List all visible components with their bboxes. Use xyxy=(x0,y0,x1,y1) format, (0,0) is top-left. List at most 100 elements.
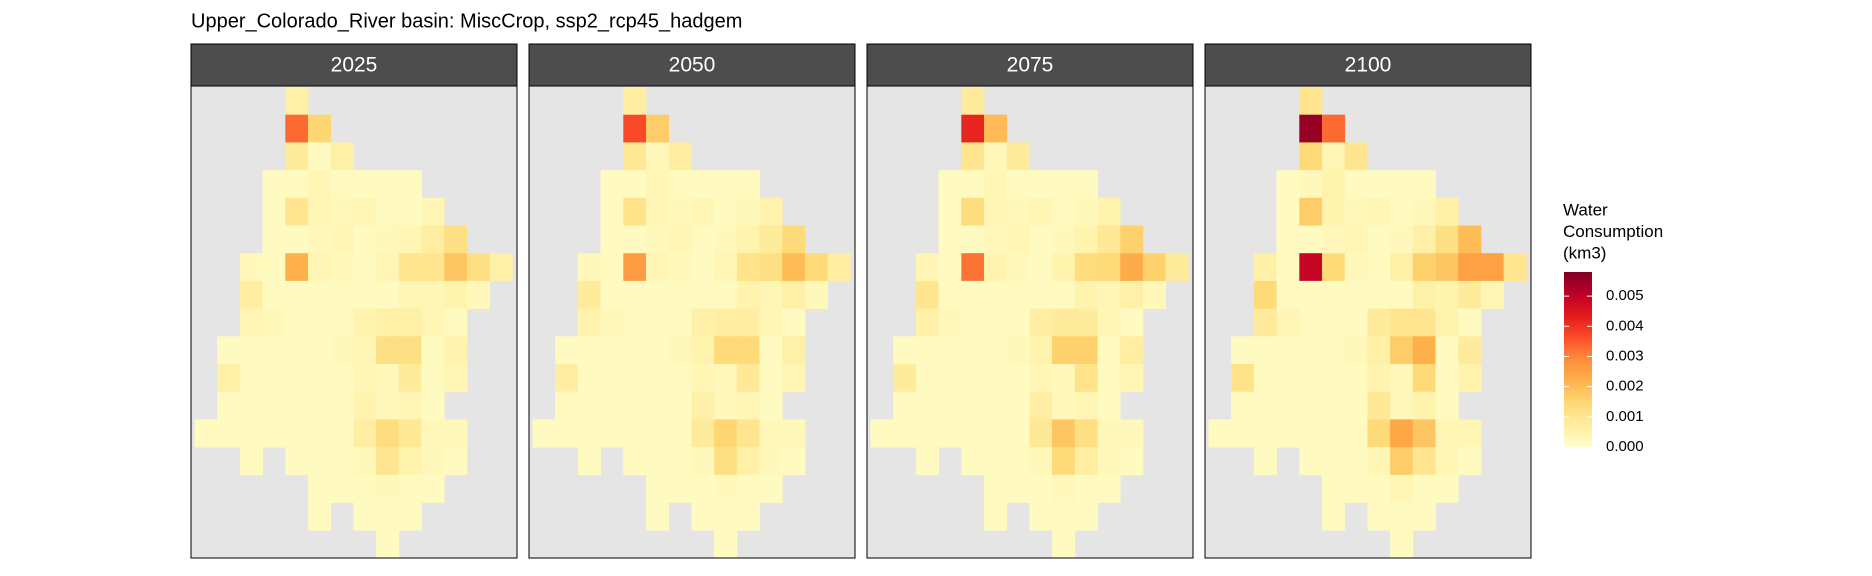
cell xyxy=(646,170,670,199)
cell xyxy=(239,391,263,420)
cell xyxy=(1052,280,1076,309)
cell xyxy=(1503,253,1527,282)
cell xyxy=(1458,336,1482,365)
cell xyxy=(1006,391,1030,420)
cell xyxy=(1390,170,1414,199)
cell xyxy=(421,391,445,420)
cell xyxy=(1344,170,1368,199)
panel-border xyxy=(528,85,856,559)
cell xyxy=(1390,253,1414,282)
cell xyxy=(984,225,1008,254)
cell xyxy=(1412,502,1436,531)
cell xyxy=(1074,474,1098,503)
cell xyxy=(600,225,624,254)
cell xyxy=(353,474,377,503)
cell xyxy=(1344,474,1368,503)
cell xyxy=(1029,419,1053,448)
cell xyxy=(239,364,263,393)
cell xyxy=(1165,253,1189,282)
cell xyxy=(691,447,715,476)
cell xyxy=(1052,253,1076,282)
cell xyxy=(1276,308,1300,337)
cell xyxy=(915,253,939,282)
cell xyxy=(782,419,806,448)
cell xyxy=(398,419,422,448)
cell xyxy=(398,336,422,365)
cell xyxy=(1367,336,1391,365)
cell xyxy=(915,308,939,337)
cell xyxy=(736,336,760,365)
cell xyxy=(1097,419,1121,448)
cell xyxy=(646,114,670,143)
cell xyxy=(1412,474,1436,503)
cell xyxy=(1120,280,1144,309)
cell xyxy=(217,419,241,448)
panel-border xyxy=(866,85,1194,559)
cell xyxy=(1435,474,1459,503)
cell xyxy=(961,280,985,309)
cell xyxy=(623,391,647,420)
cell xyxy=(736,170,760,199)
cell xyxy=(938,253,962,282)
cell xyxy=(398,308,422,337)
cell xyxy=(759,336,783,365)
cell xyxy=(1231,336,1255,365)
cell xyxy=(398,225,422,254)
cell xyxy=(1074,170,1098,199)
cell xyxy=(1299,225,1323,254)
cell xyxy=(398,364,422,393)
cell xyxy=(353,308,377,337)
cell xyxy=(1276,419,1300,448)
cell xyxy=(714,447,738,476)
cell xyxy=(1097,225,1121,254)
cell xyxy=(577,364,601,393)
cell xyxy=(308,170,332,199)
cell xyxy=(421,474,445,503)
cell xyxy=(532,419,556,448)
cell xyxy=(984,253,1008,282)
cell xyxy=(1435,197,1459,226)
cell xyxy=(646,197,670,226)
cell xyxy=(1074,391,1098,420)
cell xyxy=(691,502,715,531)
cell xyxy=(376,253,400,282)
cell xyxy=(1390,447,1414,476)
cell xyxy=(1142,280,1166,309)
cell xyxy=(1322,419,1346,448)
cell xyxy=(1344,142,1368,171)
cell xyxy=(623,253,647,282)
cell xyxy=(600,308,624,337)
cell xyxy=(1435,391,1459,420)
cell xyxy=(1412,225,1436,254)
cell xyxy=(1006,364,1030,393)
cell xyxy=(1299,364,1323,393)
cell xyxy=(239,280,263,309)
cell xyxy=(308,197,332,226)
cell xyxy=(1029,253,1053,282)
cell xyxy=(1276,170,1300,199)
cell xyxy=(759,364,783,393)
cell xyxy=(1097,447,1121,476)
cell xyxy=(330,142,354,171)
legend-tick-label: 0.000 xyxy=(1606,438,1644,455)
cell xyxy=(1367,170,1391,199)
cell xyxy=(623,197,647,226)
cell xyxy=(714,391,738,420)
cell xyxy=(1412,447,1436,476)
cell xyxy=(308,142,332,171)
cell xyxy=(1097,364,1121,393)
cell xyxy=(239,308,263,337)
cell xyxy=(330,225,354,254)
cell xyxy=(308,391,332,420)
cell xyxy=(759,280,783,309)
cell xyxy=(714,280,738,309)
cell xyxy=(1435,419,1459,448)
cell xyxy=(1435,225,1459,254)
cell xyxy=(1458,308,1482,337)
cell xyxy=(1052,308,1076,337)
cell xyxy=(1344,225,1368,254)
cell xyxy=(1231,419,1255,448)
cell xyxy=(1322,502,1346,531)
cell xyxy=(1412,170,1436,199)
cell xyxy=(353,502,377,531)
